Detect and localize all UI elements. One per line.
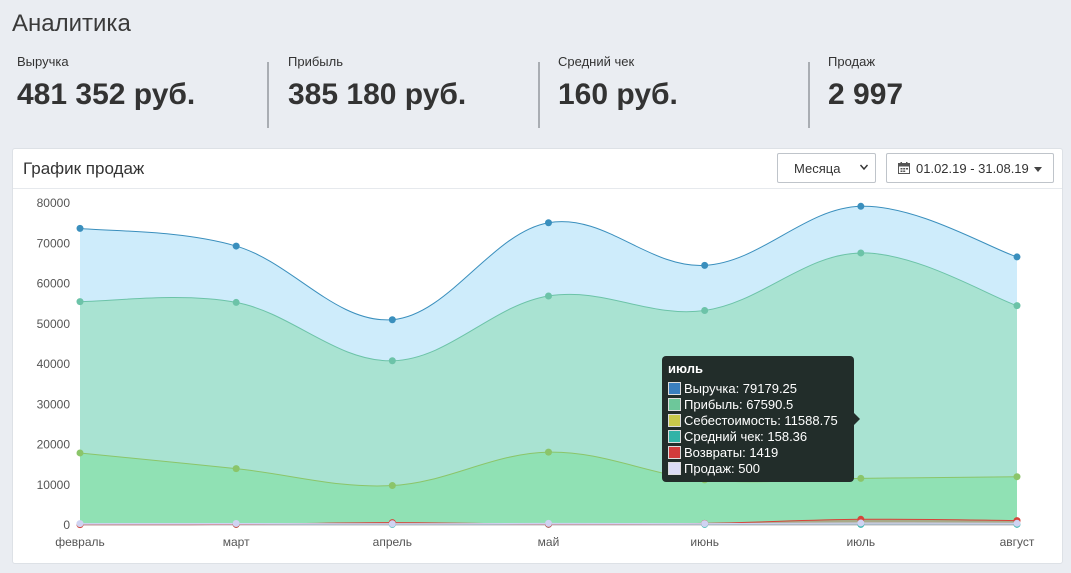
tooltip-row-label: Продаж: 500	[684, 461, 760, 476]
x-tick-label: апрель	[373, 535, 412, 549]
tooltip-row: Прибыль: 67590.5	[668, 397, 848, 413]
tooltip-row-label: Средний чек: 158.36	[684, 429, 808, 444]
data-point-sales	[76, 520, 84, 528]
data-point-revenue	[388, 316, 396, 324]
data-point-sales	[857, 519, 865, 527]
caret-down-icon	[1034, 167, 1042, 172]
stat-value: 2 997	[828, 78, 904, 111]
chevron-down-icon	[859, 164, 869, 171]
data-point-profit	[1013, 302, 1021, 310]
stat-divider	[808, 62, 810, 128]
data-point-revenue	[701, 261, 709, 269]
stat-label: Выручка	[17, 54, 69, 69]
legend-swatch	[668, 446, 681, 459]
stat-label: Средний чек	[558, 54, 635, 69]
stat-sales: Продаж 2 997	[828, 48, 1071, 132]
chart-tooltip: июль Выручка: 79179.25 Прибыль: 67590.5 Се…	[662, 356, 860, 482]
y-tick-label: 10000	[37, 478, 71, 492]
stat-value: 481 352 руб.	[17, 78, 196, 111]
data-point-cost	[545, 448, 552, 456]
stat-divider	[267, 62, 269, 128]
data-point-profit	[232, 298, 240, 306]
tooltip-row-label: Возвраты: 1419	[684, 445, 779, 460]
data-point-profit	[76, 298, 84, 306]
y-tick-label: 60000	[37, 277, 71, 291]
tooltip-row-label: Прибыль: 67590.5	[684, 397, 794, 412]
y-tick-label: 80000	[37, 196, 71, 210]
stat-label: Прибыль	[288, 54, 343, 69]
tooltip-row-label: Себестоимость: 11588.75	[684, 413, 838, 428]
legend-swatch	[668, 398, 681, 411]
y-tick-label: 30000	[37, 397, 71, 411]
series-area-cost	[80, 452, 1017, 525]
data-point-profit	[388, 357, 396, 365]
data-point-profit	[701, 306, 709, 314]
period-select[interactable]: Месяца	[777, 153, 876, 183]
data-point-revenue	[857, 202, 865, 210]
period-select-value: Месяца	[794, 161, 841, 176]
legend-swatch	[668, 382, 681, 395]
x-tick-label: март	[223, 535, 250, 549]
data-point-cost	[1013, 473, 1021, 481]
data-point-revenue	[1013, 253, 1021, 261]
legend-swatch	[668, 430, 681, 443]
panel-header: График продаж Месяца	[13, 149, 1062, 189]
data-point-cost	[388, 482, 396, 490]
tooltip-row: Выручка: 79179.25	[668, 381, 848, 397]
data-point-cost	[76, 449, 84, 457]
tooltip-row-label: Выручка: 79179.25	[684, 381, 798, 396]
data-point-cost	[232, 465, 240, 473]
data-point-revenue	[545, 219, 552, 227]
date-range-value: 01.02.19 - 31.08.19	[916, 161, 1029, 176]
calendar-icon	[898, 162, 910, 174]
legend-swatch	[668, 462, 681, 475]
data-point-profit	[545, 292, 552, 300]
x-tick-label: февраль	[55, 535, 105, 549]
tooltip-row: Возвраты: 1419	[668, 445, 848, 461]
stat-label: Продаж	[828, 54, 876, 69]
data-point-profit	[857, 249, 865, 257]
stat-profit: Прибыль 385 180 руб.	[288, 48, 538, 132]
y-tick-label: 50000	[37, 317, 71, 331]
stat-value: 385 180 руб.	[288, 78, 467, 111]
tooltip-row: Себестоимость: 11588.75	[668, 413, 848, 429]
data-point-sales	[232, 519, 240, 527]
page-title: Аналитика	[12, 10, 131, 37]
stat-divider	[538, 62, 540, 128]
y-tick-label: 70000	[37, 236, 71, 250]
stats-row: Выручка 481 352 руб. Прибыль 385 180 руб…	[0, 48, 1071, 132]
data-point-sales	[701, 520, 709, 528]
x-tick-label: май	[538, 535, 560, 549]
y-tick-label: 40000	[37, 357, 71, 371]
data-point-sales	[545, 519, 552, 527]
date-range-picker[interactable]: 01.02.19 - 31.08.19	[886, 153, 1054, 183]
tooltip-title: июль	[668, 361, 704, 376]
stat-avg-check: Средний чек 160 руб.	[558, 48, 808, 132]
data-point-sales	[388, 520, 396, 528]
x-tick-label: август	[1000, 535, 1035, 549]
data-point-revenue	[76, 224, 84, 232]
legend-swatch	[668, 414, 681, 427]
tooltip-rows: Выручка: 79179.25 Прибыль: 67590.5 Себесто…	[668, 381, 848, 477]
stat-revenue: Выручка 481 352 руб.	[17, 48, 267, 132]
panel-title: График продаж	[23, 159, 145, 178]
tooltip-row: Средний чек: 158.36	[668, 429, 848, 445]
data-point-revenue	[232, 242, 240, 250]
data-point-sales	[1013, 519, 1021, 527]
y-tick-label: 20000	[37, 438, 71, 452]
stat-value: 160 руб.	[558, 78, 678, 111]
data-point-cost	[857, 474, 865, 482]
x-tick-label: июнь	[690, 535, 719, 549]
y-tick-label: 0	[63, 518, 70, 532]
tooltip-row: Продаж: 500	[668, 461, 848, 477]
x-tick-label: июль	[846, 535, 875, 549]
